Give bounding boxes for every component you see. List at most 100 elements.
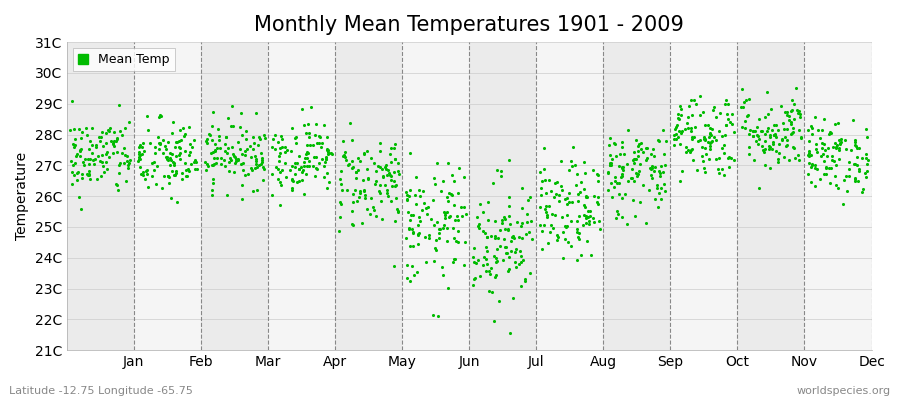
Point (683, 128, 698, 134)
Point (626, 196, 640, 203)
Point (541, 240, 555, 247)
Point (296, 191, 310, 198)
Point (99, 130, 113, 136)
Point (752, 185, 766, 191)
Point (552, 197, 566, 204)
Point (472, 224, 486, 231)
Point (805, 162, 819, 168)
Point (235, 132, 249, 138)
Point (180, 172, 194, 179)
Point (502, 156, 517, 163)
Point (284, 184, 299, 191)
Point (446, 256, 461, 262)
Point (478, 230, 492, 236)
Point (718, 101, 733, 107)
Point (472, 221, 486, 228)
Point (548, 191, 562, 198)
Point (275, 136, 290, 142)
Point (163, 162, 177, 168)
Point (639, 157, 653, 164)
Point (611, 180, 625, 186)
Point (67, 172, 81, 178)
Point (338, 156, 353, 163)
Point (278, 149, 293, 156)
Point (94, 151, 109, 158)
Point (619, 161, 634, 167)
Point (471, 222, 485, 229)
Point (793, 114, 807, 120)
Point (94, 159, 109, 165)
Point (342, 120, 356, 126)
Point (166, 118, 180, 125)
Point (248, 110, 263, 116)
Point (833, 138, 848, 145)
Point (781, 112, 796, 119)
Point (609, 153, 624, 160)
Point (848, 161, 862, 167)
Point (604, 180, 618, 186)
Point (508, 248, 523, 255)
Point (380, 190, 394, 196)
Point (338, 154, 352, 160)
Point (758, 131, 772, 138)
Point (503, 248, 517, 254)
Point (613, 151, 627, 157)
Point (431, 230, 446, 236)
Point (137, 148, 151, 154)
Point (481, 198, 495, 205)
Point (804, 123, 818, 129)
Point (178, 160, 193, 166)
Point (725, 110, 740, 117)
Point (723, 119, 737, 126)
Point (603, 162, 617, 168)
Point (256, 164, 270, 170)
Point (70, 168, 85, 175)
Point (182, 124, 196, 131)
Point (179, 172, 194, 179)
Point (446, 201, 461, 208)
Point (250, 164, 265, 170)
Text: Latitude -12.75 Longitude -65.75: Latitude -12.75 Longitude -65.75 (9, 386, 193, 396)
Point (851, 178, 866, 184)
Point (683, 149, 698, 155)
Point (695, 144, 709, 150)
Point (627, 160, 642, 166)
Point (548, 212, 562, 218)
Point (636, 181, 651, 188)
Point (616, 151, 631, 157)
Point (609, 208, 624, 214)
Point (491, 234, 505, 241)
Point (859, 155, 873, 162)
Point (570, 218, 584, 224)
Point (304, 104, 319, 111)
Point (401, 193, 416, 199)
Point (801, 152, 815, 159)
Point (65, 181, 79, 188)
Point (133, 156, 148, 163)
Point (787, 101, 801, 107)
Point (769, 132, 783, 138)
Point (639, 144, 653, 151)
Point (719, 96, 733, 103)
Point (832, 140, 847, 146)
Point (587, 192, 601, 199)
Point (500, 250, 514, 257)
Point (436, 221, 451, 228)
Point (786, 144, 800, 150)
Point (716, 150, 731, 156)
Point (825, 144, 840, 150)
Point (436, 178, 450, 184)
Point (656, 168, 670, 175)
Point (488, 235, 502, 241)
Point (762, 134, 777, 140)
Point (115, 149, 130, 156)
Point (220, 192, 235, 198)
Point (702, 156, 716, 162)
Point (74, 206, 88, 212)
Point (616, 164, 630, 170)
Point (359, 206, 374, 212)
Point (454, 204, 468, 210)
Point (309, 154, 323, 160)
Point (399, 188, 413, 195)
Point (648, 196, 662, 203)
